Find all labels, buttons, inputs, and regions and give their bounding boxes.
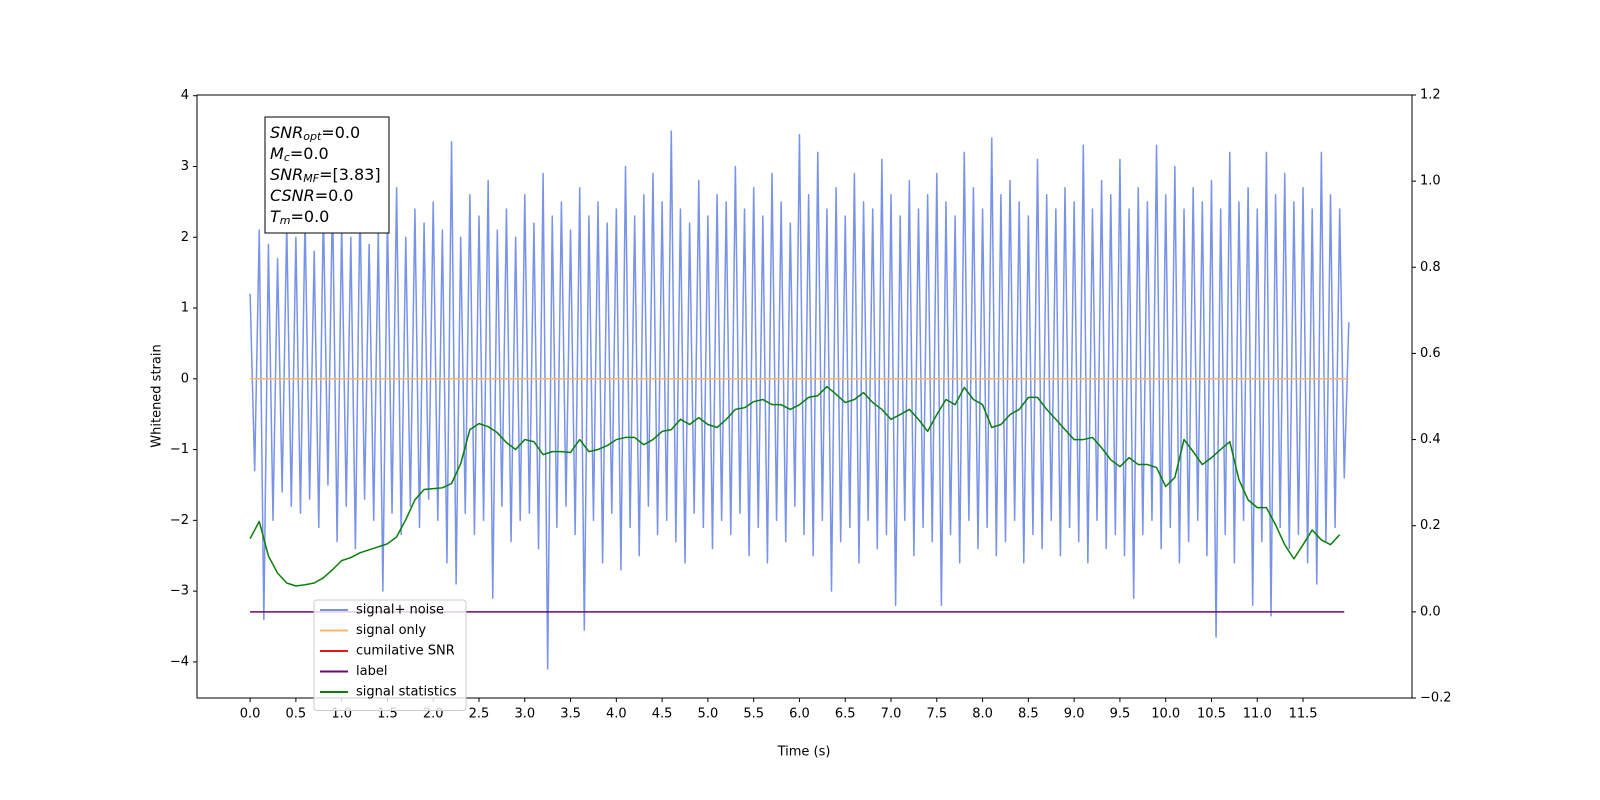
x-tick-label: 0.0: [240, 707, 261, 722]
y2-tick-label: 1.0: [1420, 174, 1441, 189]
annotation-value: =0.0: [291, 207, 330, 226]
y-tick-label: −4: [170, 654, 189, 669]
x-tick-label: 4.5: [652, 707, 673, 722]
y-tick-label: 1: [181, 301, 189, 316]
axes-frame: [196, 94, 1413, 699]
x-tick-label: 3.0: [514, 707, 535, 722]
x-tick-label: 0.5: [286, 707, 307, 722]
y2-tick-label: 1.2: [1420, 88, 1441, 103]
x-tick-label: 7.5: [926, 707, 947, 722]
annotation-symbol: CSNR: [270, 186, 315, 205]
x-tick-label: 11.0: [1243, 707, 1272, 722]
x-tick-label: 5.0: [698, 707, 719, 722]
y2-tick-label: 0.6: [1420, 346, 1441, 361]
legend-label: label: [356, 664, 387, 679]
annotation-line: SNRMF=[3.83]: [270, 165, 381, 186]
annotation-sub: m: [280, 214, 291, 227]
annotation-line: Mc=0.0: [270, 144, 329, 165]
y-tick-label: −2: [170, 513, 189, 528]
annotation-frame: [264, 116, 390, 234]
series-line: [249, 130, 1350, 670]
annotation-sub: c: [284, 151, 290, 164]
legend-label: signal+ noise: [356, 603, 444, 618]
legend-frame: [313, 599, 467, 711]
annotation-symbol: SNR: [270, 123, 303, 142]
annotation-symbol: T: [270, 207, 281, 226]
x-tick-label: 5.5: [743, 707, 764, 722]
plot-area: [249, 130, 1350, 670]
y2-tick-label: 0.4: [1420, 432, 1441, 447]
x-tick-label: 9.0: [1064, 707, 1085, 722]
x-tick-label: 9.5: [1110, 707, 1131, 722]
legend-label: signal statistics: [356, 685, 457, 700]
x-tick-label: 3.5: [560, 707, 581, 722]
x-tick-label: 6.0: [789, 707, 810, 722]
y2-tick-label: 0.2: [1420, 518, 1441, 533]
y-tick-label: −3: [170, 584, 189, 599]
x-tick-label: 8.5: [1018, 707, 1039, 722]
y-axis-label: Whitened strain: [150, 344, 165, 447]
annotation-symbol: M: [270, 144, 284, 163]
y-tick-label: 0: [181, 371, 189, 386]
y-tick-label: 3: [181, 159, 189, 174]
legend-label: signal only: [356, 623, 426, 638]
annotation-line: SNRopt=0.0: [270, 123, 360, 144]
annotation-box: SNRopt=0.0Mc=0.0SNRMF=[3.83]CSNR=0.0Tm=0…: [264, 116, 390, 234]
annotation-value: =[3.83]: [319, 165, 381, 184]
x-tick-label: 11.5: [1289, 707, 1318, 722]
annotation-sub: MF: [303, 172, 319, 185]
annotation-symbol: SNR: [270, 165, 303, 184]
y2-tick-label: 0.8: [1420, 260, 1441, 275]
annotation-value: =0.0: [290, 144, 329, 163]
y-tick-label: 4: [181, 88, 189, 103]
series-line: [249, 385, 1341, 587]
legend: signal+ noise signal only cumilative SNR la…: [313, 599, 467, 711]
y-tick-label: −1: [170, 442, 189, 457]
x-tick-label: 7.0: [881, 707, 902, 722]
x-tick-label: 10.5: [1197, 707, 1226, 722]
annotation-line: Tm=0.0: [270, 207, 329, 228]
y2-tick-label: 0.0: [1420, 604, 1441, 619]
y-tick-label: 2: [181, 230, 189, 245]
annotation-sub: opt: [303, 130, 322, 143]
annotation-value: =0.0: [321, 123, 360, 142]
x-axis-label: Time (s): [777, 745, 831, 760]
x-tick-label: 6.5: [835, 707, 856, 722]
y2-tick-label: −0.2: [1420, 691, 1452, 706]
annotation-value: =0.0: [315, 186, 354, 205]
legend-label: cumilative SNR: [356, 644, 455, 659]
x-tick-label: 10.0: [1151, 707, 1180, 722]
x-tick-label: 2.5: [469, 707, 490, 722]
annotation-line: CSNR=0.0: [270, 186, 354, 205]
x-tick-label: 8.0: [972, 707, 993, 722]
x-tick-label: 4.0: [606, 707, 627, 722]
